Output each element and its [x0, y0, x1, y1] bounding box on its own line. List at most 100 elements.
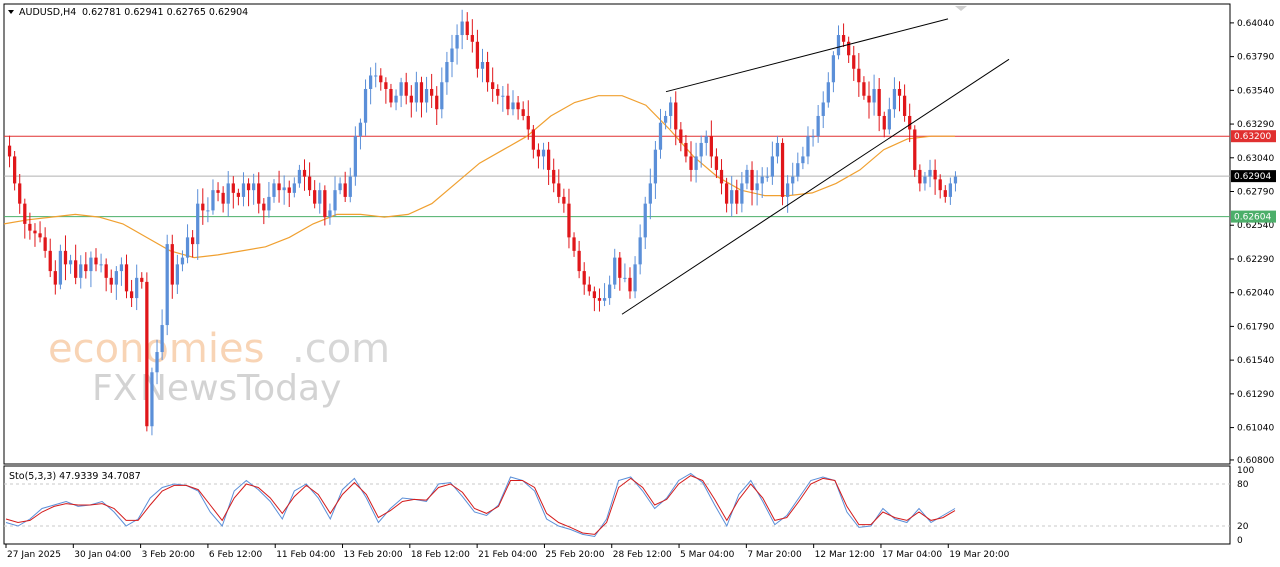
candle-bull — [252, 183, 256, 191]
candle-bear — [404, 82, 408, 96]
candle-bear — [719, 169, 724, 184]
y-tick-label: 0.63790 — [1237, 53, 1274, 63]
candle-bear — [679, 129, 683, 143]
candle-bull — [318, 190, 322, 204]
candle-bear — [13, 156, 17, 184]
candle-bull — [368, 75, 373, 89]
watermark: economies .com FX NewsToday — [48, 326, 390, 409]
candle-bull — [786, 183, 790, 197]
stoch-label: Sto(5,3,3) 47.9339 34.7087 — [9, 471, 141, 482]
candle-bull — [99, 264, 103, 266]
candle-bull — [806, 136, 810, 157]
candle-bull — [165, 244, 169, 326]
candle-bull — [775, 142, 780, 157]
stoch-axis-label: 80 — [1237, 480, 1249, 490]
candle-bear — [867, 95, 871, 103]
horizontal-levels: 0.63200 0.62904 0.62604 — [4, 130, 1276, 223]
candle-bear — [465, 21, 469, 36]
x-tick-label: 7 Mar 20:00 — [747, 550, 802, 560]
candle-bear — [908, 115, 912, 130]
candle-bear — [485, 62, 490, 83]
y-tick-label: 0.61040 — [1237, 424, 1274, 434]
stochastic-oscillator: 100 80 20 0 — [4, 466, 1254, 546]
candle-bear — [684, 142, 688, 157]
x-tick-label: 28 Feb 12:00 — [613, 550, 672, 560]
candle-bear — [724, 183, 729, 204]
candle-bull — [811, 136, 815, 138]
candle-bear — [877, 88, 881, 116]
candle-bear — [735, 190, 739, 204]
candle-bull — [79, 264, 83, 278]
candle-bull — [399, 82, 403, 96]
resistance-price-tag — [1231, 130, 1276, 143]
candle-bull — [374, 75, 378, 77]
candle-bear — [302, 169, 307, 177]
candle-bear — [201, 203, 205, 211]
candle-bull — [292, 183, 296, 193]
candle-bull — [836, 35, 841, 56]
x-tick-label: 12 Mar 12:00 — [815, 550, 875, 560]
candle-bear — [109, 277, 113, 285]
candle-bear — [546, 149, 551, 170]
trendlines — [621, 18, 1010, 315]
candle-bull — [58, 250, 63, 285]
candle-bull — [923, 176, 927, 184]
stoch-axis-label: 0 — [1237, 536, 1243, 546]
candle-bull — [155, 352, 159, 373]
candle-bear — [323, 190, 327, 218]
candle-bull — [272, 183, 276, 197]
candle-bull — [282, 187, 286, 191]
candle-bull — [872, 88, 876, 103]
shift-marker-icon[interactable] — [955, 6, 967, 11]
candle-bull — [328, 210, 332, 218]
candle-bull — [394, 95, 398, 103]
candle-bull — [801, 156, 805, 164]
candle-bear — [689, 156, 693, 170]
support-price-label: 0.62604 — [1234, 213, 1271, 223]
candle-bull — [424, 88, 429, 103]
candle-bull — [948, 183, 952, 197]
x-tick-label: 5 Mar 04:00 — [680, 550, 735, 560]
stoch-axis-label: 20 — [1237, 522, 1249, 532]
candle-bull — [185, 237, 190, 258]
candle-bear — [53, 271, 57, 285]
candle-bull — [653, 149, 658, 184]
dropdown-icon[interactable] — [8, 10, 14, 14]
x-tick-label: 27 Jan 2025 — [7, 550, 61, 560]
candlesticks — [7, 9, 958, 436]
candle-bull — [648, 183, 652, 204]
candle-bull — [623, 277, 627, 279]
candle-bull — [704, 136, 708, 143]
x-tick-label: 13 Feb 20:00 — [344, 550, 403, 560]
candle-bull — [831, 55, 836, 83]
candle-bear — [567, 203, 571, 238]
candle-bull — [150, 372, 154, 427]
candle-bear — [577, 250, 581, 272]
candle-bear — [475, 41, 480, 69]
candle-bear — [48, 250, 52, 272]
stoch-axis-label: 100 — [1237, 466, 1254, 476]
candle-bear — [897, 88, 902, 96]
x-tick-label: 6 Feb 12:00 — [209, 550, 263, 560]
candle-bull — [821, 102, 825, 116]
candle-bear — [43, 237, 47, 251]
candle-bear — [23, 203, 27, 224]
candle-bull — [267, 196, 271, 211]
candle-bear — [409, 95, 413, 103]
candle-bear — [918, 169, 922, 184]
candle-bull — [348, 176, 352, 197]
candle-bear — [216, 190, 220, 193]
candle-bear — [882, 115, 886, 130]
candle-bull — [511, 102, 515, 110]
x-tick-label: 17 Mar 04:00 — [882, 550, 942, 560]
candle-bull — [89, 257, 93, 272]
candle-bear — [379, 75, 383, 83]
resistance-price-label: 0.63200 — [1234, 132, 1271, 142]
ma-line — [3, 95, 955, 259]
candle-bull — [119, 264, 124, 272]
candle-bear — [674, 102, 678, 130]
candle-bull — [745, 169, 749, 184]
candle-bear — [516, 102, 520, 110]
candle-bear — [709, 136, 713, 157]
